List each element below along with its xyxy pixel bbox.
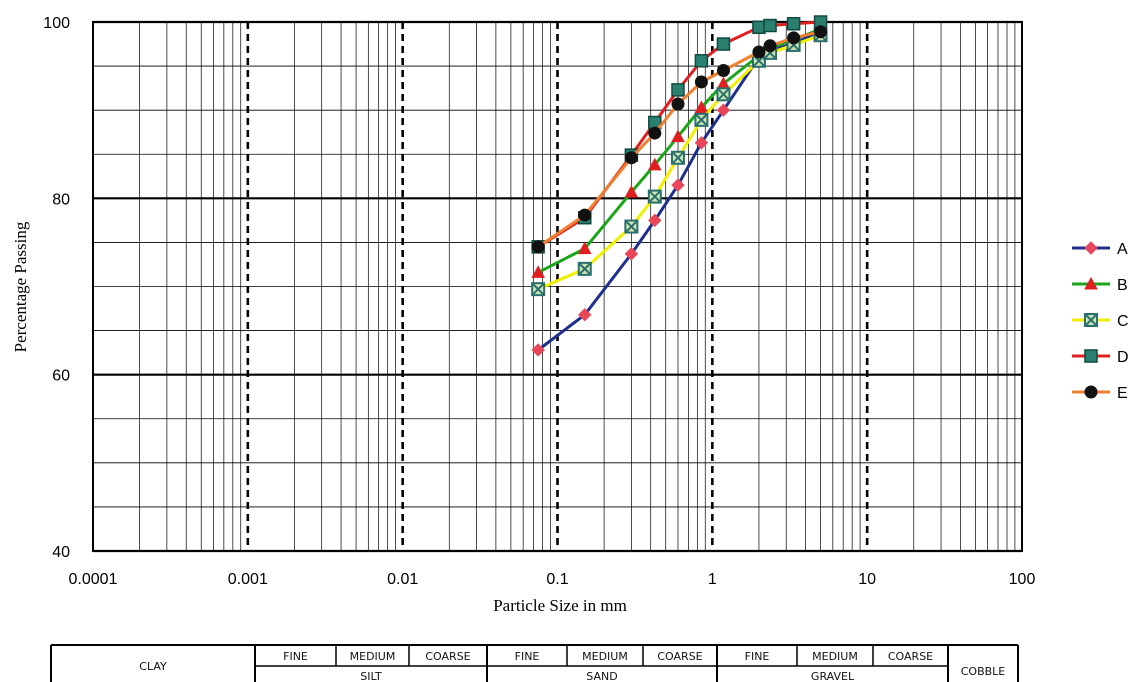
y-tick-label: 100 [43,15,70,32]
axes: 0.0001 0.001 0.01 0.1 1 10 100 40 60 80 100 [43,15,1035,588]
y-tick-label: 60 [52,368,70,385]
x-axis-title: Particle Size in mm [493,596,627,615]
soil-classification-table: CLAY FINE MEDIUM COARSE SILT FINE MEDIUM COARSE… [50,644,1019,682]
x-tick-label: 10 [858,571,876,588]
class-label: GRAVEL [811,670,855,682]
legend-marker [1084,241,1098,255]
data-point-E [752,45,766,59]
data-point-D [716,37,731,51]
data-point-E [648,126,662,140]
legend: A B C D E [1072,241,1129,402]
data-point-D [763,18,777,33]
subclass-label: MEDIUM [350,650,396,663]
subclass-label: COARSE [657,650,702,663]
data-point-B [624,185,639,198]
y-tick-label: 80 [52,191,70,208]
data-point-E [578,208,592,222]
series-line-A [537,29,822,352]
subclass-label: COARSE [425,650,470,663]
legend-marker [1084,385,1098,399]
data-point-E [624,151,638,165]
data-point-C [577,261,592,276]
data-point-E [694,75,708,89]
data-point-E [716,63,730,77]
data-point-D [671,83,685,97]
data-point-A [694,136,709,150]
data-point-B [671,129,685,143]
legend-label: C [1117,313,1129,330]
x-tick-label: 0.0001 [69,571,118,588]
subclass-label: FINE [515,650,540,663]
x-tick-label: 0.01 [387,571,418,588]
legend-label: A [1117,241,1128,258]
data-point-D [752,20,766,35]
y-tick-label: 40 [52,544,70,561]
data-point-D [786,17,801,31]
data-series [531,15,828,357]
legend-item-B: B [1072,276,1128,294]
data-point-C [624,219,639,234]
series-B [531,22,828,278]
data-point-C [647,189,662,204]
data-point-E [531,240,545,254]
series-E [531,25,828,254]
subclass-label: COARSE [888,650,933,663]
class-label: SAND [586,670,617,682]
data-point-C [694,112,709,127]
data-point-E [814,25,828,39]
x-tick-label: 1 [708,571,717,588]
data-point-C [716,87,731,102]
data-point-B [647,157,662,171]
data-point-A [531,343,545,357]
data-point-D [694,54,709,68]
data-point-E [671,97,685,111]
data-point-B [577,241,592,255]
data-point-B [694,100,709,114]
data-point-E [763,39,777,53]
series-A [531,24,828,357]
series-line-B [537,27,822,274]
legend-label: E [1117,385,1128,402]
legend-label: B [1117,277,1128,294]
x-tick-label: 0.1 [546,571,568,588]
data-point-A [716,103,731,117]
subclass-label: MEDIUM [812,650,858,663]
grid [92,20,1023,553]
legend-item-C: C [1072,313,1129,330]
data-point-A [624,247,639,261]
class-label: SILT [360,670,382,682]
plot-frame [92,21,1023,552]
data-point-A [648,213,662,228]
data-point-C [531,282,546,297]
data-point-E [787,31,801,45]
y-axis-title: Percentage Passing [11,221,30,352]
series-C [531,28,828,297]
subclass-label: FINE [745,650,770,663]
subclass-label: FINE [283,650,308,663]
cobble-label: COBBLE [961,665,1006,678]
data-point-C [670,150,685,165]
clay-label: CLAY [139,660,167,673]
x-tick-label: 100 [1009,571,1036,588]
legend-item-D: D [1072,349,1129,366]
data-point-A [578,308,592,322]
legend-label: D [1117,349,1129,366]
subclass-label: MEDIUM [582,650,628,663]
legend-item-A: A [1072,241,1128,258]
legend-item-E: E [1072,385,1128,402]
legend-marker [1084,349,1098,363]
legend-marker [1084,276,1098,290]
data-point-B [531,265,545,278]
x-tick-label: 0.001 [228,571,268,588]
legend-marker [1084,313,1098,327]
data-point-A [671,178,685,192]
